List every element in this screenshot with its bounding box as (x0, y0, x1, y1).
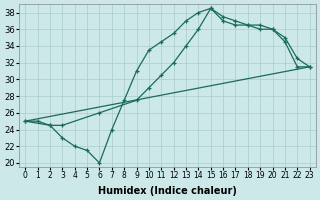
X-axis label: Humidex (Indice chaleur): Humidex (Indice chaleur) (98, 186, 237, 196)
